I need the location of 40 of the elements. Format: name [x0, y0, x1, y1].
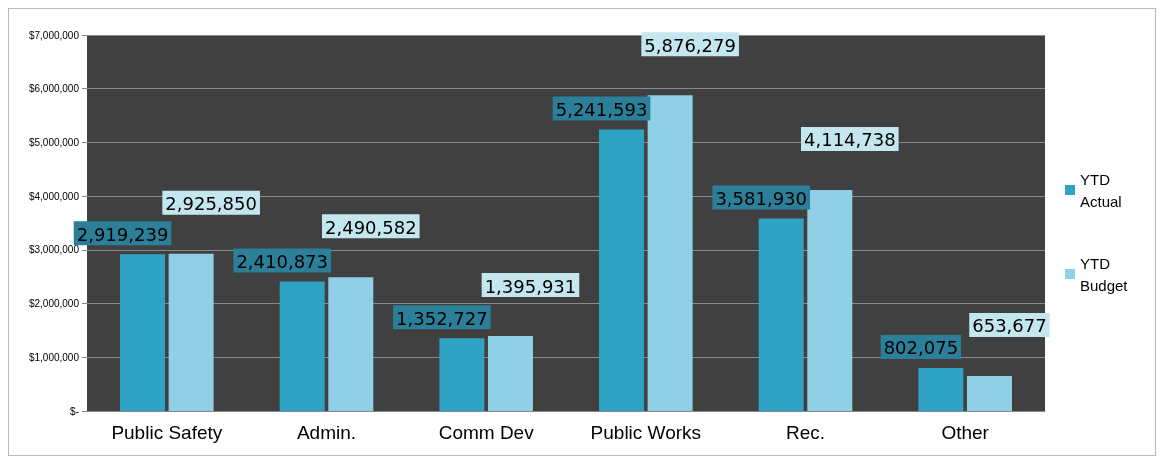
bar — [966, 375, 1012, 411]
data-label: 5,241,593 — [555, 98, 648, 120]
y-tick-label: $- — [70, 405, 79, 417]
bar — [647, 95, 693, 411]
bar — [279, 281, 325, 411]
x-tick-label: Rec. — [785, 422, 826, 443]
bar — [758, 218, 804, 411]
data-label: 5,876,279 — [644, 34, 736, 56]
bar — [120, 254, 166, 411]
y-tick-label: $4,000,000 — [28, 190, 80, 202]
data-label: 1,352,727 — [396, 307, 488, 329]
y-tick-label: $3,000,000 — [28, 244, 80, 256]
x-tick-label: Public Works — [590, 422, 702, 443]
x-tick-label: Other — [941, 422, 990, 443]
y-tick-label: $6,000,000 — [28, 83, 80, 95]
bar — [918, 367, 964, 411]
legend-label: YTD Budget — [1080, 254, 1129, 294]
data-label: 2,490,582 — [325, 216, 417, 238]
y-tick-label: $7,000,000 — [28, 29, 80, 41]
x-tick-label: Admin. — [296, 422, 357, 443]
y-tick-label: $1,000,000 — [28, 351, 80, 363]
bar — [439, 338, 485, 411]
bar — [807, 189, 853, 411]
x-tick-label: Comm Dev — [438, 422, 535, 443]
data-label: 3,581,930 — [715, 188, 807, 210]
bar — [328, 277, 374, 411]
data-label: 802,075 — [883, 337, 959, 359]
data-label: 2,925,850 — [165, 193, 257, 215]
data-label: 2,410,873 — [236, 251, 328, 272]
data-label: 4,114,738 — [804, 129, 896, 151]
bar — [599, 129, 645, 411]
y-tick-label: $2,000,000 — [28, 298, 80, 310]
bar — [168, 253, 214, 411]
data-label: 653,677 — [972, 315, 1047, 337]
data-label: 2,919,239 — [76, 223, 169, 245]
y-tick-label: $5,000,000 — [28, 136, 80, 148]
bar — [487, 336, 533, 411]
legend-label: YTD Actual — [1080, 170, 1122, 210]
data-label: 1,395,931 — [484, 275, 577, 297]
x-tick-label: Public Safety — [111, 422, 223, 443]
